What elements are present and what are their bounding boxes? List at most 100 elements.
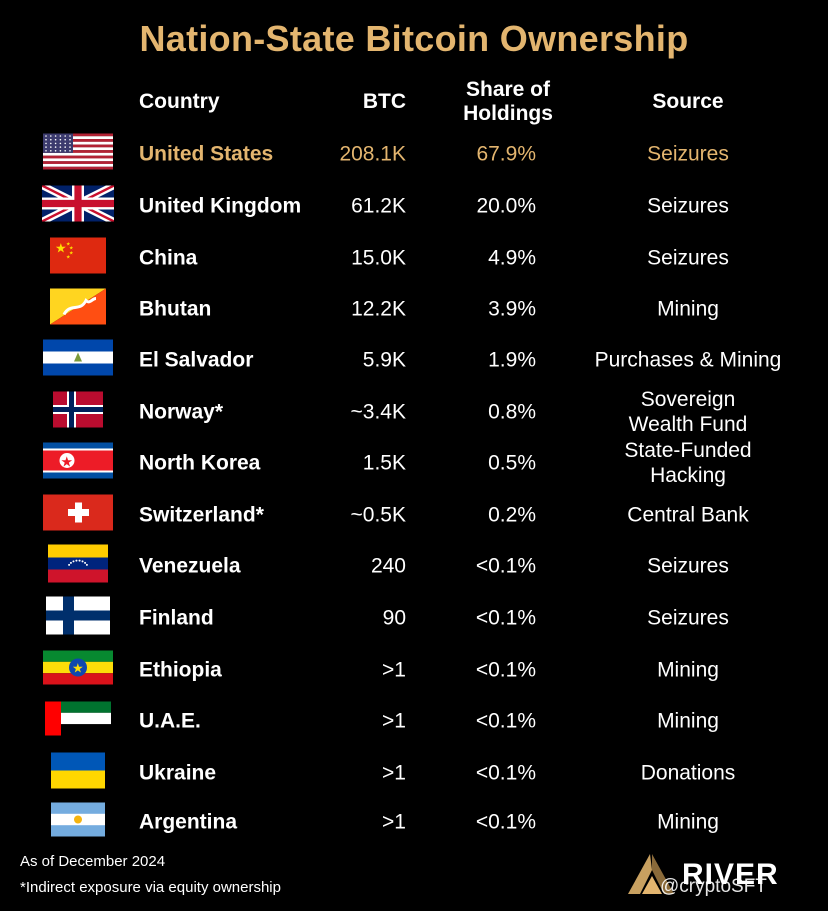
svg-text:★: ★ bbox=[69, 251, 74, 257]
svg-text:★: ★ bbox=[72, 661, 84, 676]
table-row: ★ ★ ★ ★ ★ China 15.0K 4.9% Seizures bbox=[0, 232, 828, 284]
venezuela-flag-icon bbox=[48, 544, 108, 588]
btc-cell: ~3.4K bbox=[350, 400, 406, 424]
source-cell: Purchases & Mining bbox=[594, 348, 782, 372]
share-cell: 1.9% bbox=[488, 348, 536, 372]
share-cell: <0.1% bbox=[475, 554, 536, 578]
source-cell: Seizures bbox=[647, 554, 729, 578]
header-country: Country bbox=[139, 90, 220, 113]
svg-text:★: ★ bbox=[69, 246, 74, 252]
btc-cell: ~0.5K bbox=[350, 503, 406, 527]
finland-flag-icon bbox=[46, 596, 110, 640]
source-cell: Mining bbox=[657, 658, 719, 682]
table-row: El Salvador 5.9K 1.9% Purchases & Mining bbox=[0, 334, 828, 386]
el-salvador-flag-icon bbox=[43, 339, 113, 381]
source-cell: Seizures bbox=[647, 194, 729, 218]
share-cell: <0.1% bbox=[475, 810, 536, 834]
table-row: United Kingdom 61.2K 20.0% Seizures bbox=[0, 180, 828, 232]
source-cell: Central Bank bbox=[627, 503, 749, 527]
share-cell: 3.9% bbox=[488, 297, 536, 321]
argentina-flag-icon bbox=[51, 802, 105, 842]
country-cell: Bhutan bbox=[139, 297, 212, 321]
country-cell: U.A.E. bbox=[139, 709, 201, 733]
source-cell: Seizures bbox=[647, 142, 729, 166]
table-row: U.A.E. >1 <0.1% Mining bbox=[0, 695, 828, 747]
share-cell: 4.9% bbox=[488, 246, 536, 270]
btc-cell: >1 bbox=[382, 810, 406, 834]
ukraine-flag-icon bbox=[51, 752, 105, 794]
footer-date-note: As of December 2024 bbox=[20, 853, 166, 870]
table-row: Ukraine >1 <0.1% Donations bbox=[0, 747, 828, 799]
btc-cell: 240 bbox=[370, 554, 406, 578]
header-source: Source bbox=[652, 90, 724, 113]
source-cell: Mining bbox=[657, 297, 719, 321]
svg-text:★: ★ bbox=[66, 255, 71, 261]
table-row: Switzerland* ~0.5K 0.2% Central Bank bbox=[0, 489, 828, 541]
btc-cell: 208.1K bbox=[339, 142, 406, 166]
svg-text:★: ★ bbox=[61, 454, 74, 470]
watermark-handle: @cryptoSFT bbox=[660, 876, 767, 897]
river-logo-icon bbox=[628, 854, 674, 894]
country-cell: Venezuela bbox=[139, 554, 241, 578]
btc-cell: >1 bbox=[382, 658, 406, 682]
share-cell: 67.9% bbox=[476, 142, 536, 166]
country-cell: Finland bbox=[139, 606, 214, 630]
btc-cell: 15.0K bbox=[351, 246, 406, 270]
share-cell: 0.5% bbox=[488, 451, 536, 475]
share-cell: 20.0% bbox=[476, 194, 536, 218]
table-row: ★ Ethiopia >1 <0.1% Mining bbox=[0, 644, 828, 696]
footer-footnote: *Indirect exposure via equity ownership bbox=[20, 879, 281, 896]
uae-flag-icon bbox=[45, 701, 111, 741]
north-korea-flag-icon: ★ bbox=[43, 442, 113, 484]
header-share: Share of Holdings bbox=[463, 78, 553, 125]
svg-text:★: ★ bbox=[66, 242, 71, 248]
uk-flag-icon bbox=[40, 182, 116, 227]
country-cell: Norway* bbox=[139, 400, 224, 424]
ethiopia-flag-icon: ★ bbox=[43, 650, 113, 690]
share-cell: <0.1% bbox=[475, 709, 536, 733]
btc-cell: 90 bbox=[382, 606, 406, 630]
country-cell: United States bbox=[139, 142, 274, 166]
share-cell: 0.2% bbox=[488, 503, 536, 527]
btc-cell: >1 bbox=[382, 761, 406, 785]
china-flag-icon: ★ ★ ★ ★ ★ bbox=[50, 237, 106, 279]
table-row: Venezuela 240 <0.1% Seizures bbox=[0, 540, 828, 592]
btc-cell: >1 bbox=[382, 709, 406, 733]
country-cell: Argentina bbox=[139, 810, 238, 834]
table-row: Bhutan 12.2K 3.9% Mining bbox=[0, 283, 828, 335]
country-cell: United Kingdom bbox=[139, 194, 302, 218]
river-logo: RIVER bbox=[622, 852, 812, 900]
table-row: ★ North Korea 1.5K 0.5% State-Funded Hacking bbox=[0, 437, 828, 489]
btc-cell: 12.2K bbox=[351, 297, 406, 321]
source-cell: Sovereign Wealth Fund bbox=[628, 388, 748, 436]
source-cell: Seizures bbox=[647, 606, 729, 630]
table-row: United States 208.1K 67.9% Seizures bbox=[0, 128, 828, 180]
source-cell: Seizures bbox=[647, 246, 729, 270]
bhutan-flag-icon bbox=[50, 288, 106, 330]
share-cell: <0.1% bbox=[475, 761, 536, 785]
table-row: Finland 90 <0.1% Seizures bbox=[0, 592, 828, 644]
country-cell: China bbox=[139, 246, 198, 270]
share-cell: <0.1% bbox=[475, 606, 536, 630]
country-cell: Ukraine bbox=[139, 761, 217, 785]
source-cell: State-Funded Hacking bbox=[624, 439, 752, 487]
btc-cell: 61.2K bbox=[351, 194, 406, 218]
table-row: Norway* ~3.4K 0.8% Sovereign Wealth Fund bbox=[0, 386, 828, 438]
share-cell: <0.1% bbox=[475, 658, 536, 682]
country-cell: Ethiopia bbox=[139, 658, 222, 682]
header-btc: BTC bbox=[362, 90, 406, 113]
btc-cell: 5.9K bbox=[362, 348, 406, 372]
svg-text:★: ★ bbox=[55, 241, 67, 256]
us-flag-icon bbox=[43, 133, 113, 175]
table-row: Argentina >1 <0.1% Mining bbox=[0, 796, 828, 848]
country-cell: Switzerland* bbox=[139, 503, 264, 527]
chart-title: Nation-State Bitcoin Ownership bbox=[139, 18, 689, 59]
switzerland-flag-icon bbox=[43, 494, 113, 536]
river-logo-text: RIVER bbox=[682, 858, 779, 891]
country-cell: North Korea bbox=[139, 451, 261, 475]
country-cell: El Salvador bbox=[139, 348, 254, 372]
source-cell: Mining bbox=[657, 810, 719, 834]
source-cell: Mining bbox=[657, 709, 719, 733]
source-cell: Donations bbox=[640, 761, 736, 785]
norway-flag-icon bbox=[53, 391, 103, 433]
